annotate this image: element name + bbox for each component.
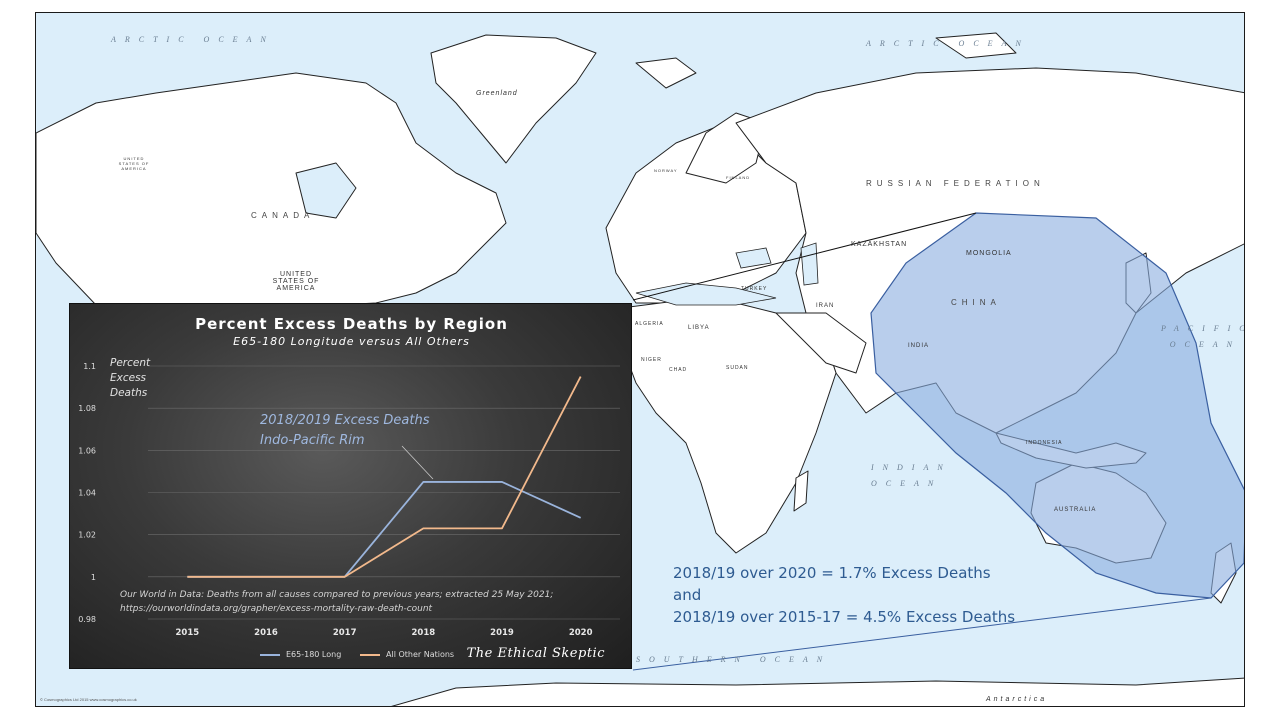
x-tick-label: 2019 (490, 628, 514, 638)
callout-line: 2018/2019 Excess Deaths (260, 413, 430, 428)
label-china: CHINA (951, 298, 1001, 307)
x-tick-label: 2017 (333, 628, 357, 638)
arctic-islands (635, 57, 697, 89)
connector-line-top (632, 212, 977, 301)
label-iran: IRAN (816, 303, 835, 309)
x-tick-label: 2016 (254, 628, 278, 638)
y-tick-label: 0.98 (78, 615, 96, 624)
y-tick-label: 1 (91, 573, 96, 582)
y-tick-label: 1.02 (78, 531, 96, 540)
y-axis-label-line: Deaths (110, 387, 148, 399)
x-tick-labels: 2015 2016 2017 2018 2019 2020 (175, 628, 592, 638)
y-axis-label-line: Excess (110, 372, 147, 384)
label-canada: CANADA (251, 211, 315, 220)
series-lines (187, 376, 582, 578)
ocean-label-arctic-right: ARCTIC OCEAN (866, 39, 1030, 48)
chart-panel: 0.98 1 1.02 1.04 1.06 1.08 1.1 2015 2016 2017 201… (69, 303, 632, 669)
label-norway: NORWAY (654, 168, 678, 173)
arctic-islands-2 (935, 32, 1017, 59)
greenland-landmass (430, 34, 597, 164)
label-usa: UNITED STATES OF AMERICA (272, 271, 320, 292)
legend-item-e65: E65-180 Long (260, 650, 341, 659)
label-australia: AUSTRALIA (1054, 507, 1097, 513)
world-map (36, 32, 1244, 706)
africa-landmass (620, 300, 837, 554)
source-line: https://ourworldindata.org/grapher/exces… (120, 604, 433, 614)
y-tick-label: 1.04 (78, 489, 96, 498)
annotation-line-3: 2018/19 over 2015-17 = 4.5% Excess Death… (673, 608, 1016, 626)
label-greenland: Greenland (476, 90, 518, 97)
chart-subtitle: E65-180 Longitude versus All Others (233, 335, 470, 348)
y-tick-label: 1.06 (78, 446, 96, 455)
label-algeria: ALGERIA (635, 321, 664, 327)
caspian-sea (800, 242, 819, 286)
ocean-label-pacific: PACIFIC OCEAN (1161, 324, 1245, 349)
label-usa-small: UNITED STATES OF AMERICA (118, 156, 150, 171)
label-russian-federation: RUSSIAN FEDERATION (866, 179, 1045, 188)
legend-label-e65: E65-180 Long (286, 650, 342, 659)
label-india: INDIA (908, 343, 930, 349)
x-tick-label: 2018 (411, 628, 435, 638)
grid-lines (148, 365, 620, 620)
y-tick-label: 1.1 (83, 362, 96, 371)
chart-source-note: Our World in Data: Deaths from all cause… (120, 588, 553, 616)
label-libya: LIBYA (688, 325, 710, 331)
brand-signature: The Ethical Skeptic (466, 646, 605, 661)
antarctica-landmass (391, 677, 1244, 706)
indo-pacific-highlight (870, 212, 1244, 599)
legend-item-other: All Other Nations (360, 650, 454, 659)
ocean-label-southern: SOUTHERN OCEAN (636, 655, 832, 664)
map-copyright: © Cosmographics Ltd 2015 www.cosmographi… (40, 697, 137, 702)
y-axis-label-line: Percent (110, 357, 151, 369)
series-line-all-other-nations (187, 376, 582, 578)
annotation-line-2: and (673, 586, 702, 604)
chart-title: Percent Excess Deaths by Region (195, 315, 508, 333)
callout-leader-line (401, 445, 434, 480)
connector-line-bottom (632, 597, 1212, 671)
label-mongolia: MONGOLIA (966, 250, 1012, 257)
x-tick-label: 2015 (175, 628, 199, 638)
label-indonesia: INDONESIA (1026, 440, 1063, 446)
label-niger: NIGER (641, 357, 662, 363)
label-sudan: SUDAN (726, 365, 749, 371)
ocean-label-arctic-left: ARCTIC OCEAN (111, 35, 275, 44)
hudson-bay (295, 162, 357, 219)
series-line-e65-180-long (187, 481, 582, 578)
callout-line: Indo-Pacific Rim (260, 433, 365, 448)
label-finland: FINLAND (726, 175, 751, 180)
chart-callout: 2018/2019 Excess Deaths Indo-Pacific Rim (260, 411, 430, 451)
label-kazakhstan: KAZAKHSTAN (851, 241, 908, 248)
annotation-line-1: 2018/19 over 2020 = 1.7% Excess Deaths (673, 564, 991, 582)
legend-swatch-other (360, 653, 380, 656)
legend-swatch-e65 (260, 653, 280, 656)
mediterranean-sea (635, 282, 777, 306)
y-tick-label: 1.08 (78, 404, 96, 413)
label-turkey: TURKEY (741, 286, 768, 292)
y-tick-labels: 0.98 1 1.02 1.04 1.06 1.08 1.1 (78, 362, 96, 624)
y-axis-label: Percent Excess Deaths (110, 356, 170, 401)
legend-label-other: All Other Nations (386, 650, 455, 659)
label-antarctica: Antarctica (986, 696, 1048, 703)
arabia-landmass (775, 312, 867, 374)
ocean-label-indian: INDIAN OCEAN (871, 463, 952, 488)
black-sea (735, 247, 772, 269)
madagascar-landmass (793, 470, 809, 512)
source-line: Our World in Data: Deaths from all cause… (120, 590, 554, 600)
x-tick-label: 2020 (569, 628, 593, 638)
label-chad: CHAD (669, 367, 688, 373)
